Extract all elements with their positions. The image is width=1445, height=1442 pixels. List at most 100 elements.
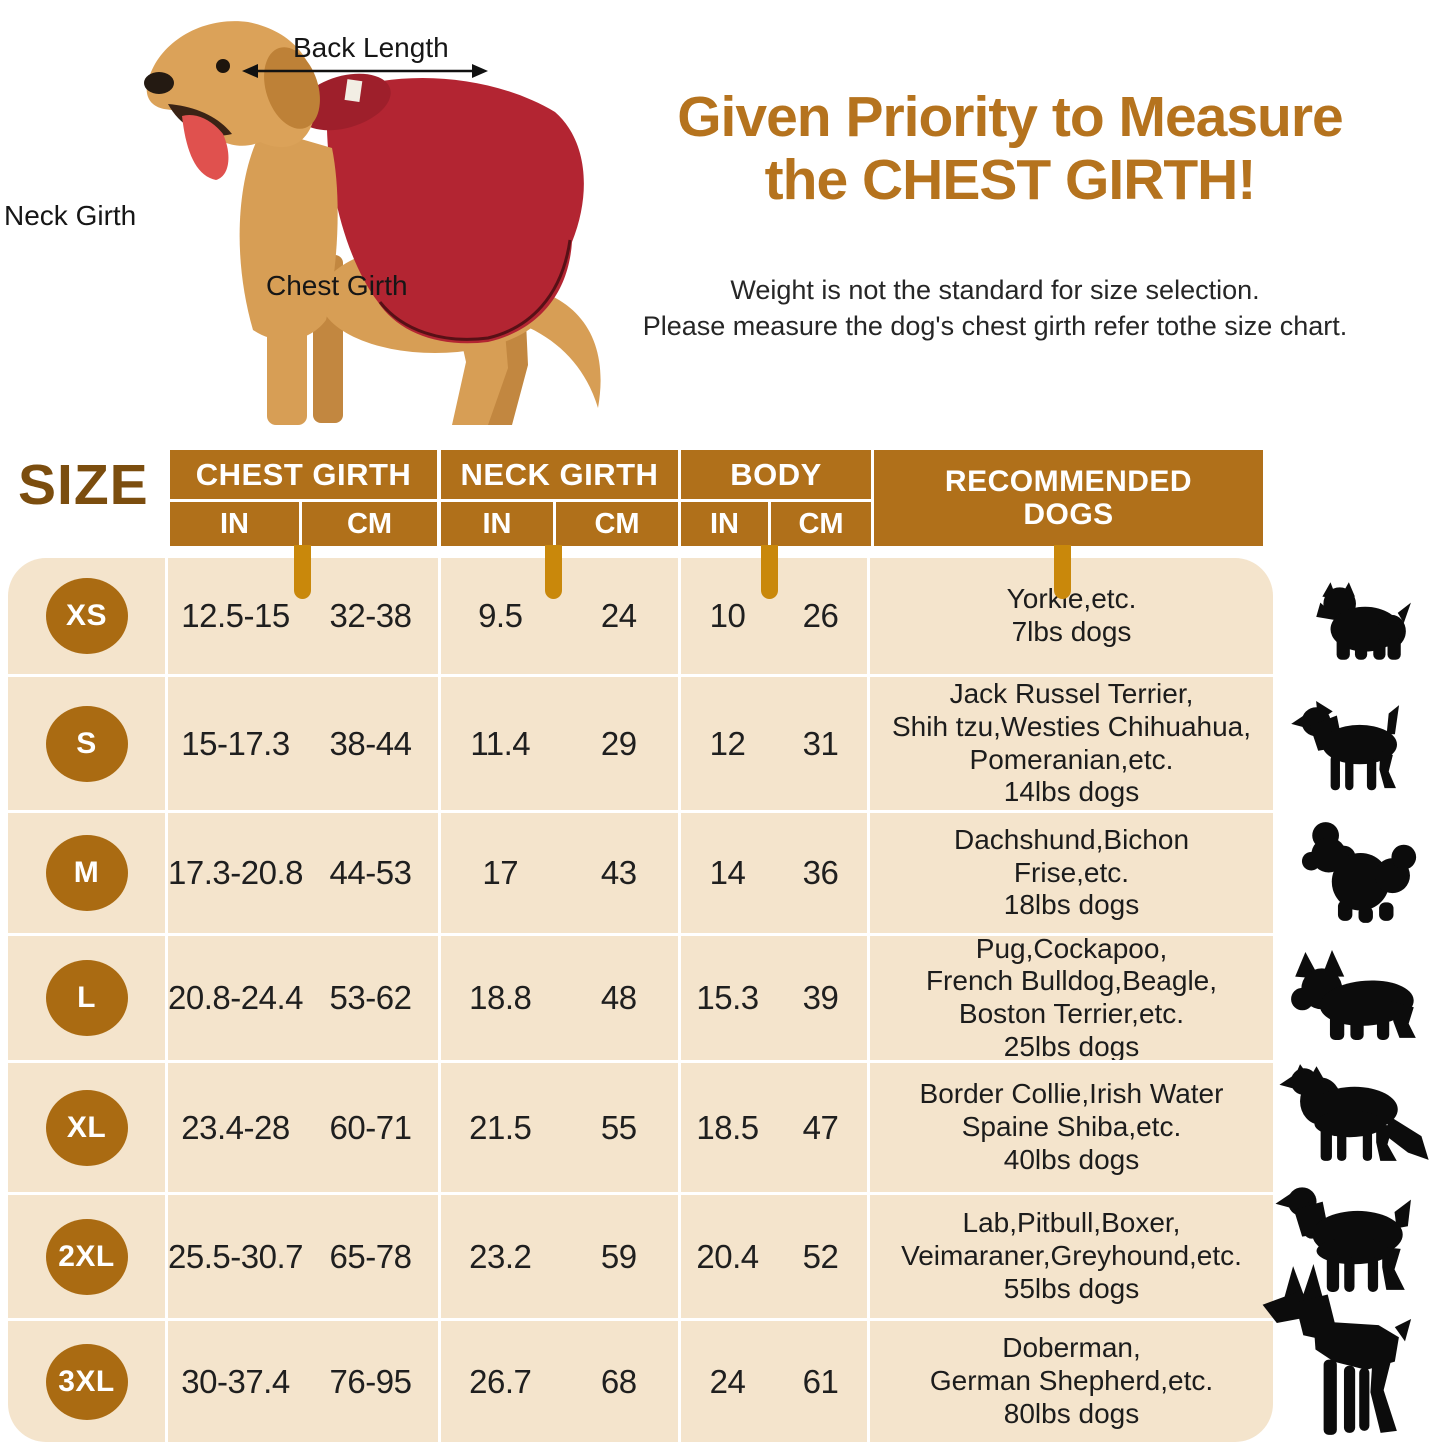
neck-header-connector — [545, 545, 562, 599]
neck-cm-value: 29 — [600, 724, 637, 762]
body-header: BODY — [681, 450, 871, 499]
size-column-header: SIZE — [18, 453, 149, 517]
chest-cm-value: 38-44 — [329, 724, 412, 762]
neck-girth-cell: 23.2 59 — [438, 1192, 678, 1318]
neck-girth-cell: 26.7 68 — [438, 1318, 678, 1442]
size-badge: XS — [45, 578, 128, 654]
neck-cm-value: 68 — [600, 1362, 637, 1400]
size-badge: M — [45, 835, 128, 911]
chest-girth-cell: 30-37.4 76-95 — [165, 1318, 438, 1442]
chest-girth-cell: 15-17.3 38-44 — [165, 674, 438, 810]
neck-girth-cell: 17 43 — [438, 810, 678, 933]
chest-in-value: 23.4-28 — [181, 1108, 290, 1146]
body-in-value: 10 — [709, 597, 746, 634]
neck-in-subheader: IN — [441, 502, 553, 546]
body-cm-value: 47 — [802, 1108, 839, 1146]
back-length-arrow-icon — [242, 64, 488, 78]
page-title-line2: the CHEST GIRTH! — [764, 147, 1257, 212]
chest-in-value: 30-37.4 — [181, 1362, 290, 1400]
neck-girth-label: Neck Girth — [4, 200, 137, 231]
yorkie-silhouette-icon — [1316, 582, 1411, 660]
body-cm-value: 36 — [802, 854, 839, 891]
size-badge: S — [45, 705, 128, 782]
body-cell: 18.5 47 — [678, 1060, 867, 1192]
size-cell: S — [8, 674, 165, 810]
body-cell: 20.4 52 — [678, 1192, 867, 1318]
chest-girth-cell: 23.4-28 60-71 — [165, 1060, 438, 1192]
size-table: XS 12.5-15 32-38 9.5 24 10 26 Yorkie,etc. 7l… — [8, 558, 1273, 1442]
body-in-value: 20.4 — [696, 1237, 759, 1275]
chest-girth-cell: 20.8-24.4 53-62 — [165, 933, 438, 1060]
chest-in-value: 25.5-30.7 — [168, 1237, 303, 1275]
recommended-header-connector — [1054, 545, 1071, 599]
neck-girth-cell: 11.4 29 — [438, 674, 678, 810]
neck-girth-header: NECK GIRTH — [441, 450, 678, 499]
page-subtitle-line2: Please measure the dog's chest girth ref… — [642, 311, 1348, 342]
neck-cm-value: 43 — [600, 854, 637, 891]
recommended-dogs-cell: Pug,Cockapoo, French Bulldog,Beagle, Bosto… — [867, 933, 1273, 1062]
jack-russell-silhouette-icon — [1291, 701, 1400, 791]
chest-girth-cell: 25.5-30.7 65-78 — [165, 1192, 438, 1318]
recommended-dogs-header: RECOMMENDED DOGS — [874, 450, 1263, 546]
border-collie-silhouette-icon — [1279, 1064, 1429, 1161]
body-header-connector — [761, 545, 778, 599]
chest-girth-header: CHEST GIRTH — [170, 450, 437, 499]
neck-girth-cell: 21.5 55 — [438, 1060, 678, 1192]
body-in-subheader: IN — [681, 502, 768, 546]
body-in-value: 18.5 — [696, 1108, 759, 1146]
size-cell: 2XL — [8, 1192, 165, 1318]
chest-cm-value: 60-71 — [329, 1108, 412, 1146]
chest-cm-subheader: CM — [302, 502, 437, 546]
recommended-dogs-cell: Border Collie,Irish Water Spaine Shiba,et… — [867, 1060, 1273, 1192]
chest-girth-label: Chest Girth — [266, 270, 408, 301]
size-cell: L — [8, 933, 165, 1060]
page-title-line1: Given Priority to Measure — [677, 85, 1344, 149]
chest-header-connector — [294, 545, 311, 599]
size-cell: XL — [8, 1060, 165, 1192]
chest-cm-value: 32-38 — [329, 597, 412, 634]
neck-in-value: 23.2 — [469, 1237, 532, 1275]
bichon-frise-silhouette-icon — [1301, 822, 1417, 923]
body-cm-value: 52 — [802, 1237, 839, 1275]
dog-in-red-coat-illustration — [144, 21, 601, 425]
body-cell: 14 36 — [678, 810, 867, 933]
chest-in-value: 12.5-15 — [181, 597, 290, 634]
size-cell: 3XL — [8, 1318, 165, 1442]
chest-cm-value: 76-95 — [329, 1362, 412, 1400]
recommended-dogs-header-text: RECOMMENDED DOGS — [944, 465, 1193, 531]
body-cm-value: 26 — [802, 597, 839, 634]
size-badge: XL — [45, 1089, 128, 1166]
size-cell: M — [8, 810, 165, 933]
page-title: Given Priority to Measure the CHEST GIRT… — [575, 86, 1445, 211]
chest-in-value: 20.8-24.4 — [168, 979, 303, 1016]
body-in-value: 24 — [709, 1362, 746, 1400]
neck-girth-cell: 9.5 24 — [438, 558, 678, 674]
spaniel-silhouette-icon — [1275, 1187, 1411, 1292]
neck-cm-subheader: CM — [556, 502, 678, 546]
french-bulldog-silhouette-icon — [1291, 950, 1416, 1040]
neck-in-value: 21.5 — [469, 1108, 532, 1146]
recommended-dogs-cell: Lab,Pitbull,Boxer, Veimaraner,Greyhound,e… — [867, 1192, 1273, 1318]
body-cell: 12 31 — [678, 674, 867, 810]
page-subtitle-line1: Weight is not the standard for size sele… — [730, 275, 1260, 305]
recommended-dogs-cell: Yorkie,etc. 7lbs dogs — [867, 558, 1273, 674]
neck-cm-value: 59 — [600, 1237, 637, 1275]
body-cm-subheader: CM — [771, 502, 871, 546]
body-cell: 10 26 — [678, 558, 867, 674]
neck-girth-cell: 18.8 48 — [438, 933, 678, 1060]
neck-cm-value: 24 — [600, 597, 637, 634]
body-in-value: 15.3 — [696, 979, 759, 1016]
chest-girth-cell: 12.5-15 32-38 — [165, 558, 438, 674]
neck-in-value: 17 — [482, 854, 519, 891]
body-cell: 15.3 39 — [678, 933, 867, 1060]
chest-in-value: 17.3-20.8 — [168, 854, 303, 891]
page-subtitle: Weight is not the standard for size sele… — [545, 272, 1445, 345]
chest-girth-cell: 17.3-20.8 44-53 — [165, 810, 438, 933]
chest-cm-value: 65-78 — [329, 1237, 412, 1275]
neck-in-value: 18.8 — [469, 979, 532, 1016]
neck-in-value: 26.7 — [469, 1362, 532, 1400]
body-cm-value: 61 — [802, 1362, 839, 1400]
recommended-dogs-cell: Doberman, German Shepherd,etc. 80lbs dogs — [867, 1318, 1273, 1442]
chest-in-value: 15-17.3 — [181, 724, 290, 762]
recommended-dogs-cell: Dachshund,Bichon Frise,etc. 18lbs dogs — [867, 810, 1273, 933]
